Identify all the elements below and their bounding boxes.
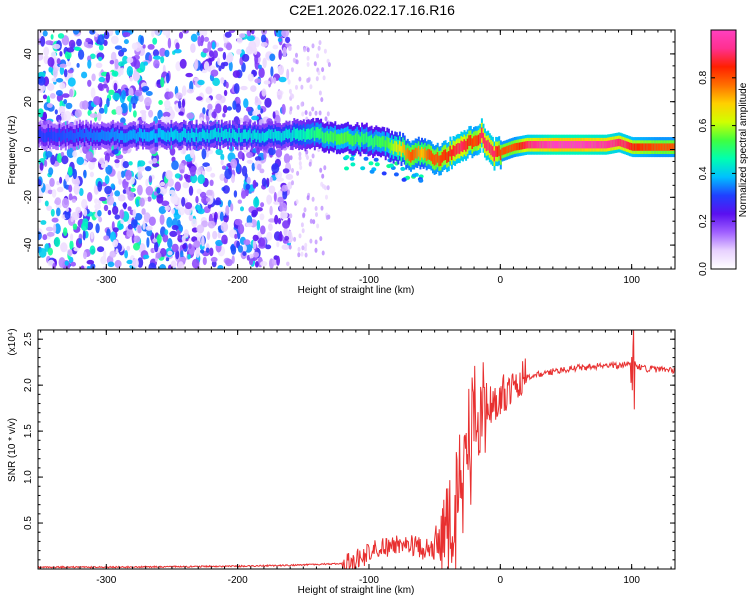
y-tick-label: 20 [23, 96, 34, 108]
colorbar-tick-label: 0.8 [698, 70, 709, 84]
snr-axes: -300 -200 -100 0 100 0.5 1.0 1.5 2.0 2.5 [23, 330, 675, 586]
snr-line [38, 330, 675, 569]
colorbar: 0.0 0.2 0.4 0.6 0.8 Normalized spectral ampl… [698, 29, 749, 276]
snr-y-axis-label: SNR (10 * v/v) [7, 418, 18, 482]
colorbar-tick-label: 0.4 [698, 166, 709, 180]
colorbar-gradient [710, 29, 737, 270]
spectrogram-x-axis-label: Height of straight line (km) [298, 285, 415, 296]
spectrogram-heatmap [38, 30, 675, 269]
x-tick-label: 100 [623, 575, 640, 586]
x-tick-label: -200 [228, 575, 248, 586]
x-tick-label: -100 [359, 575, 379, 586]
x-tick-label: -100 [359, 275, 379, 286]
y-tick-label: -20 [23, 190, 34, 205]
colorbar-tick-label: 0.6 [698, 118, 709, 132]
y-tick-label: 0.5 [23, 516, 34, 530]
y-tick-label: -40 [23, 237, 34, 252]
figure-title: C2E1.2026.022.17.16.R16 [289, 2, 455, 18]
snr-panel: -300 -200 -100 0 100 0.5 1.0 1.5 2.0 2.5 Height o… [7, 328, 676, 596]
spectrogram-y-axis-label: Frequency (Hz) [7, 116, 18, 185]
y-tick-label: 2.5 [23, 332, 34, 346]
x-tick-label: 0 [498, 575, 504, 586]
colorbar-tick-label: 0.0 [698, 262, 709, 276]
snr-x-axis-label: Height of straight line (km) [298, 585, 415, 596]
snr-multiplier-label: (x10⁴) [7, 328, 18, 355]
x-tick-label: -300 [96, 275, 116, 286]
x-tick-label: 100 [623, 275, 640, 286]
y-tick-label: 1.0 [23, 470, 34, 484]
y-tick-label: 0 [23, 146, 34, 152]
x-tick-label: -300 [96, 575, 116, 586]
colorbar-ticks: 0.0 0.2 0.4 0.6 0.8 [698, 70, 736, 276]
y-tick-label: 1.5 [23, 424, 34, 438]
colorbar-label: Normalized spectral amplitude [738, 82, 749, 217]
y-tick-label: 2.0 [23, 378, 34, 392]
y-tick-label: 40 [23, 48, 34, 60]
x-tick-label: -200 [228, 275, 248, 286]
colorbar-tick-label: 0.2 [698, 214, 709, 228]
x-tick-label: 0 [498, 275, 504, 286]
